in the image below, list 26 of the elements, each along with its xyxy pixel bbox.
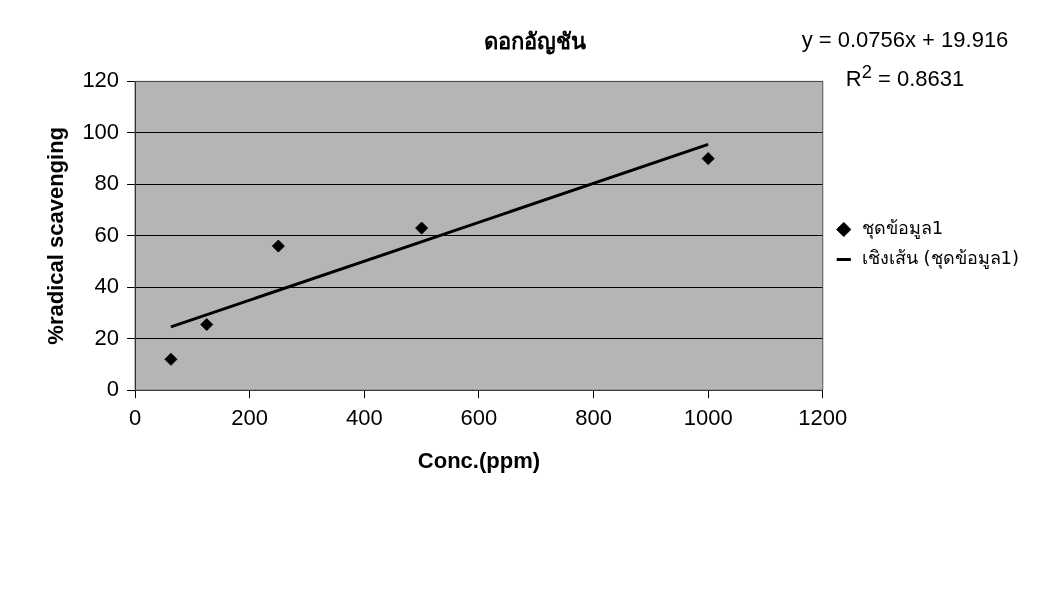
x-tick-label: 1200 [798, 405, 848, 431]
point [271, 239, 285, 253]
y-tick-label: 20 [94, 324, 120, 350]
x-tick-label: 200 [231, 405, 269, 431]
y-axis-title: %radical scavenging [43, 126, 69, 345]
x-tick-label: 600 [460, 405, 498, 431]
x-axis-title: Conc.(ppm) [417, 447, 541, 473]
point [164, 352, 178, 366]
y-tick-label: 0 [106, 376, 120, 402]
y-tick-label: 100 [82, 118, 120, 144]
x-tick-label: 800 [575, 405, 612, 431]
y-tick-label: 80 [94, 170, 120, 196]
y-tick-label: 120 [82, 67, 120, 93]
text: R$^{2}$ = 0.8631 [844, 60, 966, 94]
legend-label: ชุดข้อมูล1 [861, 217, 944, 240]
y-tick-label: 60 [94, 221, 120, 247]
legend-label: เชิงเส้น (ชุดข้อมูล1) [861, 247, 1019, 270]
x-tick-label: 0 [128, 405, 142, 431]
text: y = 0.0756x + 19.916 [800, 26, 1010, 54]
point [415, 221, 429, 235]
y-tick-label: 40 [94, 273, 120, 299]
point [701, 152, 715, 166]
x-tick-label: 1000 [683, 405, 733, 431]
point [200, 318, 214, 332]
x-tick-label: 400 [345, 405, 383, 431]
chart-title: ดอกอัญชัน [483, 28, 586, 55]
